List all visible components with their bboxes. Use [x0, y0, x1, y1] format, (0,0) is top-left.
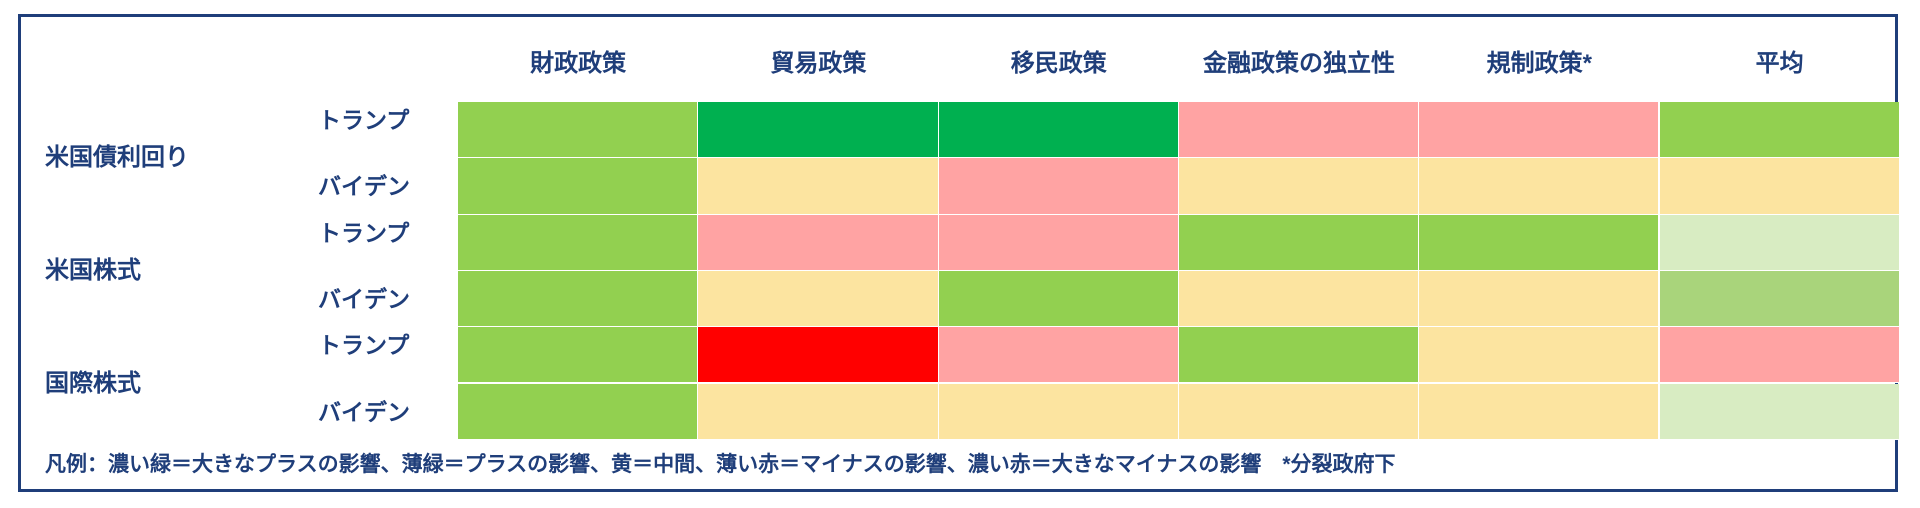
heatmap-cell [458, 383, 699, 440]
heatmap-cell [938, 327, 1179, 384]
row-label: バイデン [318, 398, 410, 425]
row-label: バイデン [318, 173, 410, 200]
heatmap-cell [698, 383, 939, 440]
group-label: 米国株式 [45, 256, 141, 284]
heatmap-cell [1178, 158, 1420, 215]
heatmap-cell [698, 327, 939, 384]
heatmap-cell [698, 158, 939, 215]
heatmap-cell [1659, 102, 1900, 159]
heatmap-cell [938, 214, 1179, 271]
heatmap-cell [1419, 102, 1660, 159]
row-label: トランプ [318, 107, 410, 133]
row-label: トランプ [318, 219, 410, 246]
heatmap-cell [1419, 214, 1660, 271]
heatmap-cell [698, 214, 939, 271]
heatmap-cell [458, 327, 699, 384]
column-header: 規制政策* [1486, 50, 1592, 77]
heatmap-cell [1659, 383, 1900, 440]
heatmap-cell [1178, 327, 1420, 384]
column-header: 移民政策 [1010, 50, 1107, 77]
row-label: バイデン [318, 285, 410, 312]
heatmap-cell [1659, 214, 1900, 271]
heatmap-cell [1419, 270, 1660, 328]
column-header: 金融政策の独立性 [1203, 50, 1396, 77]
heatmap-cell [1419, 158, 1660, 215]
heatmap-cell [1178, 383, 1420, 440]
heatmap-cell [1659, 158, 1900, 215]
heatmap-cell [1178, 214, 1420, 271]
heatmap-cell [938, 270, 1179, 328]
column-header: 財政政策 [530, 50, 627, 77]
heatmap-cell [1178, 102, 1420, 159]
heatmap-cell [698, 270, 939, 328]
column-header: 貿易政策 [770, 50, 867, 77]
heatmap-cell [458, 158, 699, 215]
heatmap-cell [458, 102, 699, 159]
heatmap-cell [1419, 383, 1660, 440]
heatmap-cell [938, 158, 1179, 215]
heatmap-cell [698, 102, 939, 159]
row-label: トランプ [318, 332, 410, 359]
group-label: 国際株式 [45, 369, 141, 397]
heatmap-cell [938, 383, 1179, 440]
heatmap-cell [1659, 327, 1900, 384]
heatmap-cell [458, 214, 699, 271]
heatmap-cell [1419, 327, 1660, 384]
heatmap-cell [458, 270, 699, 328]
legend-text: 凡例：濃い緑＝大きなプラスの影響、薄緑＝プラスの影響、黄＝中間、薄い赤＝マイナス… [45, 453, 1396, 476]
heatmap-cell [1659, 270, 1900, 328]
heatmap-cell [1178, 270, 1420, 328]
heatmap-cell [938, 102, 1179, 159]
column-header: 平均 [1755, 50, 1804, 77]
group-label: 米国債利回り [45, 144, 189, 172]
